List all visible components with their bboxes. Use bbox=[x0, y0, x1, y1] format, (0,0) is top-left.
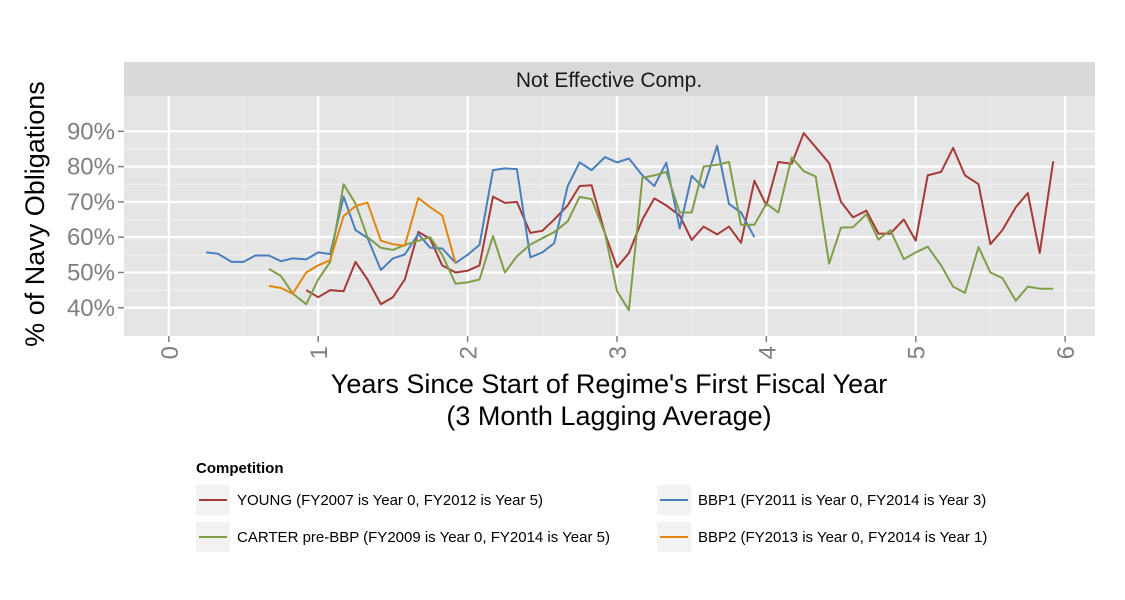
legend: Competition YOUNG (FY2007 is Year 0, FY2… bbox=[196, 460, 1076, 580]
legend-line-carter bbox=[199, 536, 227, 538]
y-tick-label: 70% bbox=[67, 189, 115, 216]
legend-key bbox=[657, 485, 691, 515]
legend-line-young bbox=[199, 499, 227, 501]
x-tick-label: 1 bbox=[306, 346, 333, 359]
series-line-3 bbox=[268, 197, 457, 295]
legend-line-bbp1 bbox=[660, 499, 688, 501]
x-tick-label: 0 bbox=[157, 346, 184, 359]
x-axis: 0 1 2 3 4 5 6 bbox=[157, 336, 1080, 359]
legend-title: Competition bbox=[196, 460, 284, 477]
legend-label-carter: CARTER pre-BBP (FY2009 is Year 0, FY2014… bbox=[237, 528, 610, 546]
x-tick-label: 4 bbox=[754, 346, 781, 359]
y-axis: 40% 50% 60% 70% 80% 90% bbox=[67, 118, 124, 322]
legend-key bbox=[196, 485, 230, 515]
facet-strip bbox=[124, 62, 1095, 96]
y-tick-label: 50% bbox=[67, 259, 115, 286]
y-tick-label: 80% bbox=[67, 154, 115, 181]
x-tick-label: 6 bbox=[1053, 346, 1080, 359]
x-tick-label: 5 bbox=[904, 346, 931, 359]
y-axis-label: % of Navy Obligations bbox=[20, 81, 50, 347]
legend-item-carter: CARTER pre-BBP (FY2009 is Year 0, FY2014… bbox=[196, 522, 610, 552]
x-axis-label-line2: (3 Month Lagging Average) bbox=[446, 401, 771, 431]
legend-item-bbp1: BBP1 (FY2011 is Year 0, FY2014 is Year 3… bbox=[657, 485, 986, 515]
y-tick-label: 90% bbox=[67, 118, 115, 145]
legend-label-young: YOUNG (FY2007 is Year 0, FY2012 is Year … bbox=[237, 491, 543, 509]
grid bbox=[124, 96, 1095, 336]
x-tick-label: 3 bbox=[605, 346, 632, 359]
series-line-2 bbox=[268, 156, 1054, 312]
facet-title: Not Effective Comp. bbox=[516, 69, 702, 92]
x-axis-label-line1: Years Since Start of Regime's First Fisc… bbox=[331, 369, 887, 399]
series-line-1 bbox=[206, 144, 756, 271]
legend-label-bbp1: BBP1 (FY2011 is Year 0, FY2014 is Year 3… bbox=[698, 491, 987, 509]
x-tick-label: 2 bbox=[456, 346, 483, 359]
legend-key bbox=[657, 522, 691, 552]
plot-panel bbox=[124, 96, 1095, 336]
legend-label-bbp2: BBP2 (FY2013 is Year 0, FY2014 is Year 1… bbox=[698, 528, 988, 546]
legend-item-bbp2: BBP2 (FY2013 is Year 0, FY2014 is Year 1… bbox=[657, 522, 987, 552]
y-tick-label: 60% bbox=[67, 224, 115, 251]
legend-item-young: YOUNG (FY2007 is Year 0, FY2012 is Year … bbox=[196, 485, 543, 515]
series-lines bbox=[206, 132, 1055, 312]
legend-line-bbp2 bbox=[660, 536, 688, 538]
y-tick-label: 40% bbox=[67, 295, 115, 322]
legend-key bbox=[196, 522, 230, 552]
